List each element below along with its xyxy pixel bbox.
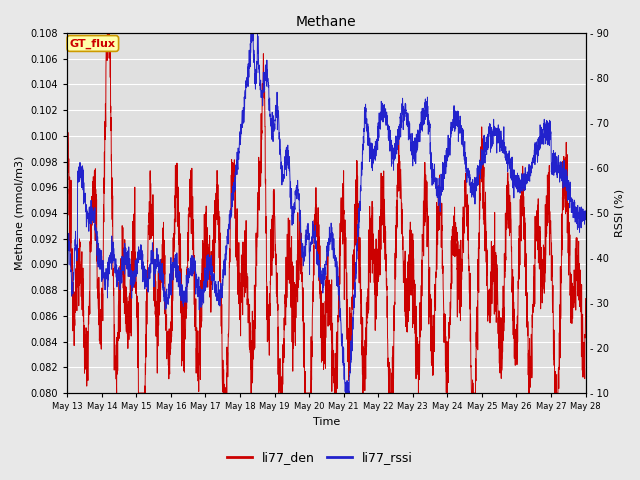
Text: GT_flux: GT_flux <box>70 38 116 48</box>
Title: Methane: Methane <box>296 15 356 29</box>
X-axis label: Time: Time <box>313 417 340 427</box>
Y-axis label: Methane (mmol/m3): Methane (mmol/m3) <box>15 156 25 270</box>
Legend: li77_den, li77_rssi: li77_den, li77_rssi <box>222 446 418 469</box>
Y-axis label: RSSI (%): RSSI (%) <box>615 189 625 237</box>
